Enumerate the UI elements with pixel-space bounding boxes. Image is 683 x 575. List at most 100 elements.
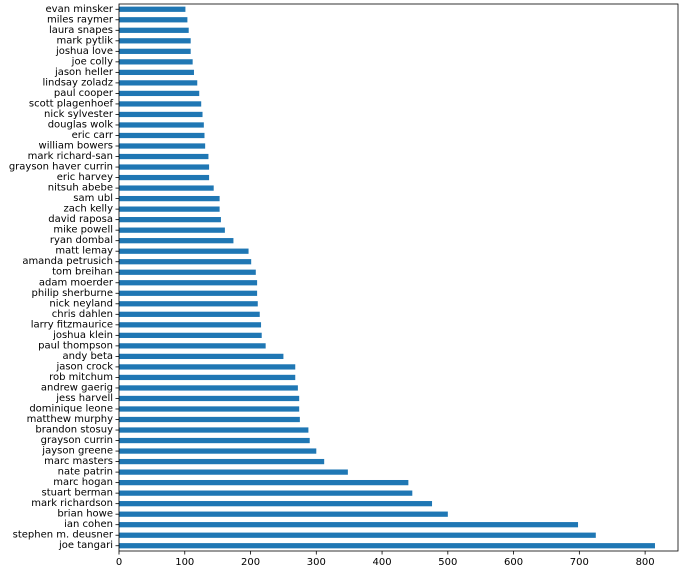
bar-joe-tangari <box>119 543 655 549</box>
y-tick-label: nick neyland <box>49 298 113 309</box>
bar-matthew-murphy <box>119 416 300 423</box>
x-tick-label: 600 <box>504 557 523 568</box>
y-tick-label: paul cooper <box>54 88 114 99</box>
y-tick-label: marc hogan <box>53 477 113 488</box>
y-tick-label: douglas wolk <box>48 119 114 130</box>
y-tick-label: mike powell <box>53 225 113 236</box>
bar-tom-breihan <box>119 269 256 275</box>
y-tick-label: brandon stosuy <box>35 425 113 436</box>
bar-zach-kelly <box>119 206 220 212</box>
bar-mike-powell <box>119 227 225 233</box>
y-tick-label: ryan dombal <box>50 235 113 246</box>
bar-nick-sylvester <box>119 111 203 118</box>
bar-marc-masters <box>119 458 325 465</box>
y-tick-label: joe tangari <box>58 540 113 551</box>
y-tick-label: nitsuh abebe <box>48 183 113 194</box>
bar-jess-harvell <box>119 395 300 402</box>
bar-ian-cohen <box>119 522 579 528</box>
bar-jason-crock <box>119 364 296 370</box>
bar-brandon-stosuy <box>119 427 309 433</box>
y-tick-label: william bowers <box>39 141 113 152</box>
y-tick-label: zach kelly <box>64 204 114 215</box>
bar-larry-fitzmaurice <box>119 322 262 328</box>
bars-group <box>119 6 655 549</box>
y-tick-label: lindsay zoladz <box>42 77 113 88</box>
x-tick-label: 300 <box>307 557 326 568</box>
bar-douglas-wolk <box>119 122 204 128</box>
bar-marc-hogan <box>119 479 409 486</box>
bar-jason-heller <box>119 69 194 76</box>
y-tick-label: jason crock <box>55 361 113 372</box>
x-tick-label: 100 <box>175 557 194 568</box>
y-tick-label: mark pytlik <box>57 35 114 46</box>
bar-jayson-greene <box>119 448 317 454</box>
bar-joshua-love <box>119 48 191 54</box>
y-tick-label: brian howe <box>57 509 113 520</box>
y-tick-label: marc masters <box>44 456 113 467</box>
x-tick-label: 700 <box>570 557 589 568</box>
bar-scott-plagenhoef <box>119 101 202 107</box>
bar-eric-harvey <box>119 174 210 181</box>
y-tick-label: eric carr <box>72 130 114 141</box>
y-tick-label: scott plagenhoef <box>29 98 114 109</box>
y-tick-label: david raposa <box>48 214 113 225</box>
bar-stephen-m-deusner <box>119 532 596 538</box>
y-tick-label: dominique leone <box>29 403 113 414</box>
y-tick-label: grayson haver currin <box>9 162 113 173</box>
bar-brian-howe <box>119 511 448 517</box>
y-tick-label: jason heller <box>54 67 114 78</box>
bar-matt-lemay <box>119 248 249 254</box>
y-tick-label: andy beta <box>63 351 113 362</box>
y-tick-label: adam moerder <box>39 277 114 288</box>
bar-rob-mitchum <box>119 374 296 381</box>
bar-david-raposa <box>119 217 221 223</box>
y-tick-label: andrew gaerig <box>41 382 113 393</box>
y-tick-label: nate patrin <box>58 467 113 478</box>
bar-nate-patrin <box>119 469 348 475</box>
bar-mark-pytlik <box>119 38 191 44</box>
bar-andrew-gaerig <box>119 385 298 391</box>
y-tick-label: mark richard-san <box>28 151 113 162</box>
y-tick-label: joshua klein <box>52 330 113 341</box>
bar-nick-neyland <box>119 301 258 307</box>
bar-eric-carr <box>119 132 205 139</box>
y-tick-label: jayson greene <box>41 446 113 457</box>
bar-nitsuh-abebe <box>119 185 214 191</box>
y-tick-label: nick sylvester <box>44 109 114 120</box>
bar-mark-richardson <box>119 501 433 507</box>
y-tick-label: chris dahlen <box>52 309 113 320</box>
y-tick-label: stuart berman <box>42 488 113 499</box>
bar-grayson-currin <box>119 437 310 444</box>
bar-laura-snapes <box>119 27 189 33</box>
y-tick-label: philip sherburne <box>32 288 113 299</box>
y-tick-label: joshua love <box>55 46 113 57</box>
bar-stuart-berman <box>119 490 413 496</box>
bar-lindsay-zoladz <box>119 80 198 86</box>
x-ticks: 0 100 200 300 400 500 600 700 800 <box>116 551 655 568</box>
y-tick-label: miles raymer <box>47 14 114 25</box>
y-tick-label: tom breihan <box>52 267 113 278</box>
x-tick-label: 800 <box>636 557 655 568</box>
y-tick-label: joe colly <box>71 56 113 67</box>
y-tick-label: stephen m. deusner <box>13 530 114 541</box>
bar-miles-raymer <box>119 17 188 23</box>
bar-andy-beta <box>119 353 284 360</box>
y-tick-label: evan minsker <box>46 4 114 15</box>
bar-chris-dahlen <box>119 311 260 317</box>
y-tick-label: matthew murphy <box>27 414 113 425</box>
y-tick-label: rob mitchum <box>49 372 113 383</box>
plot-frame <box>118 3 679 552</box>
y-tick-label: eric harvey <box>57 172 113 183</box>
y-tick-label: amanda petrusich <box>22 256 113 267</box>
bar-mark-richard-san <box>119 153 209 160</box>
y-tick-label: jess harvell <box>55 393 113 404</box>
bar-sam-ubl <box>119 195 220 202</box>
bar-william-bowers <box>119 143 206 149</box>
axes-frame <box>118 3 679 552</box>
bar-grayson-haver-currin <box>119 164 210 170</box>
y-tick-label: laura snapes <box>49 25 113 36</box>
bar-paul-cooper <box>119 90 200 97</box>
y-tick-label: sam ubl <box>73 193 113 204</box>
